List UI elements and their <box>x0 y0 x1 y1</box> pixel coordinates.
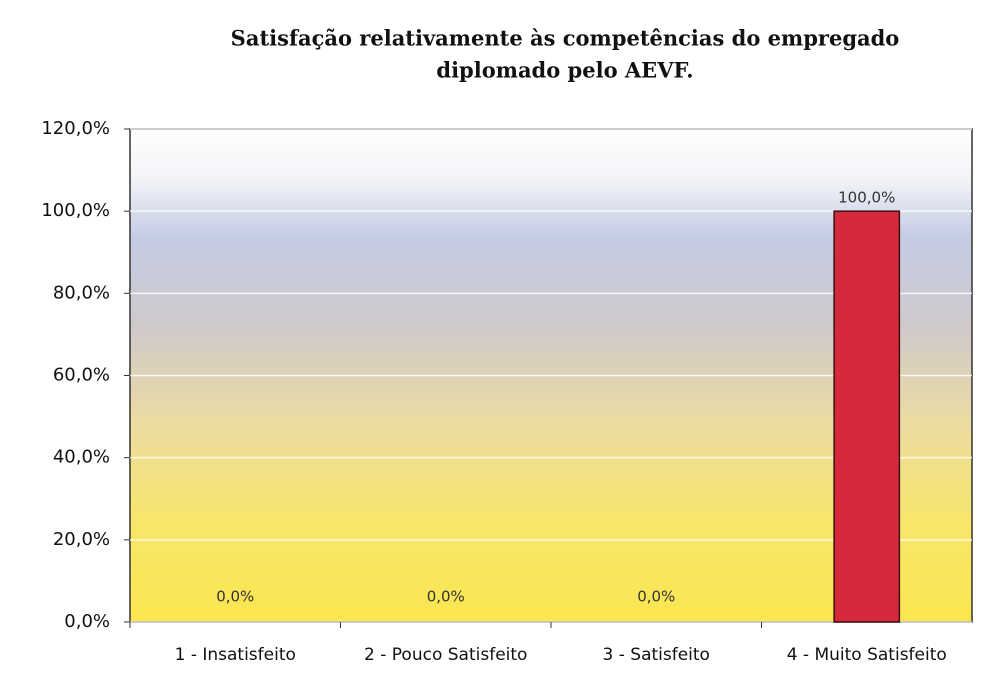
chart-title: diplomado pelo AEVF. <box>436 58 693 83</box>
chart-title: Satisfação relativamente às competências… <box>231 26 900 51</box>
value-label: 0,0% <box>427 588 465 606</box>
x-tick-label: 3 - Satisfeito <box>603 645 710 665</box>
x-tick-label: 1 - Insatisfeito <box>175 645 296 665</box>
x-tick-label: 4 - Muito Satisfeito <box>787 645 947 665</box>
value-label: 0,0% <box>216 588 254 606</box>
value-label: 100,0% <box>838 189 895 207</box>
y-tick-label: 60,0% <box>53 365 110 386</box>
y-tick-label: 20,0% <box>53 529 110 550</box>
value-label: 0,0% <box>637 588 675 606</box>
bar <box>833 210 901 623</box>
y-tick-label: 120,0% <box>41 118 110 139</box>
y-tick-label: 80,0% <box>53 282 110 303</box>
x-tick-label: 2 - Pouco Satisfeito <box>364 645 527 665</box>
y-tick-label: 0,0% <box>64 611 110 632</box>
y-tick-label: 40,0% <box>53 447 110 468</box>
y-tick-label: 100,0% <box>41 200 110 221</box>
